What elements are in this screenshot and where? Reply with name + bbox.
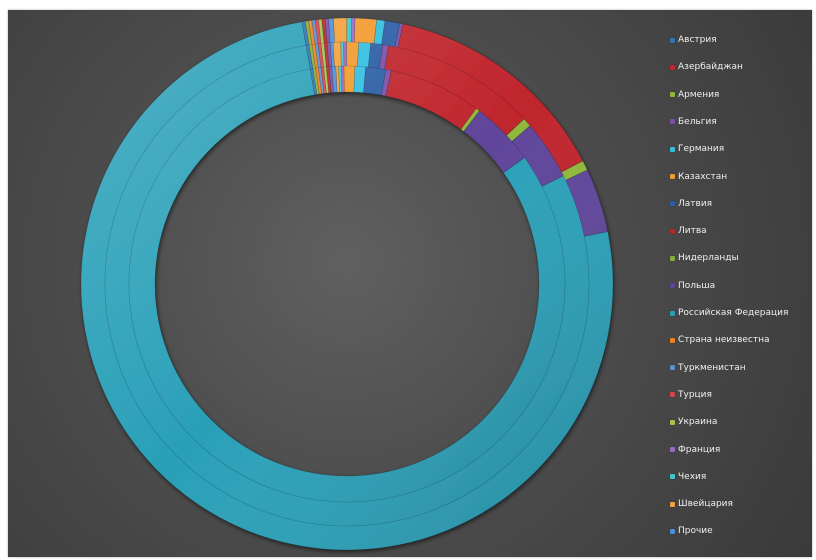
- legend-item[interactable]: Нидерланды: [670, 250, 739, 266]
- legend-swatch: [670, 474, 675, 480]
- legend-item[interactable]: Украина: [670, 414, 717, 430]
- legend-swatch: [670, 119, 675, 125]
- rings-layer: [80, 17, 614, 551]
- legend-item[interactable]: Российская Федерация: [670, 305, 788, 321]
- donut-slice[interactable]: [346, 17, 353, 45]
- donut-ring-3: [80, 17, 614, 551]
- legend-swatch: [670, 201, 675, 207]
- legend-swatch: [670, 174, 675, 179]
- legend-label: Армения: [678, 89, 720, 100]
- legend-label: Прочие: [678, 526, 713, 537]
- legend-swatch: [670, 528, 675, 534]
- legend-swatch: [670, 37, 675, 43]
- legend-item[interactable]: Латвия: [670, 196, 712, 212]
- legend-swatch: [670, 146, 675, 152]
- legend-item[interactable]: Страна неизвестна: [670, 332, 770, 348]
- legend-label: Нидерланды: [678, 253, 739, 264]
- legend-item[interactable]: Турция: [670, 387, 712, 403]
- legend-swatch: [670, 419, 675, 425]
- legend-label: Польша: [678, 280, 716, 291]
- legend-item[interactable]: Швейцария: [670, 496, 733, 512]
- legend-label: Австрия: [678, 35, 717, 45]
- legend-item[interactable]: Бельгия: [670, 114, 717, 130]
- legend-item[interactable]: Чехия: [670, 469, 706, 485]
- donut-ring-1: [128, 65, 566, 503]
- donut-slice[interactable]: [354, 17, 378, 46]
- donut-slice[interactable]: [346, 41, 360, 69]
- legend-label: Германия: [678, 144, 725, 155]
- donut-slice[interactable]: [332, 41, 342, 69]
- legend-label: Литва: [678, 226, 707, 237]
- legend-item[interactable]: Австрия: [670, 32, 717, 48]
- donut-slice[interactable]: [343, 41, 348, 69]
- donut-ring-2: [104, 41, 590, 527]
- legend-label: Туркменистан: [678, 362, 746, 373]
- legend-swatch: [670, 92, 675, 98]
- donut-chart: [80, 17, 614, 551]
- legend-swatch: [670, 365, 675, 371]
- legend-label: Латвия: [678, 198, 713, 209]
- legend-label: Страна неизвестна: [678, 335, 770, 346]
- legend-item[interactable]: Прочие: [670, 523, 713, 539]
- donut-slice[interactable]: [343, 65, 356, 93]
- legend-item[interactable]: Армения: [670, 87, 719, 103]
- legend-swatch: [670, 392, 675, 398]
- legend-item[interactable]: Азербайджан: [670, 59, 743, 75]
- legend-swatch: [670, 501, 675, 507]
- legend-label: Казахстан: [678, 171, 728, 182]
- legend-item[interactable]: Германия: [670, 141, 724, 157]
- legend-label: Турция: [678, 389, 712, 400]
- legend-swatch: [670, 310, 675, 316]
- donut-slice[interactable]: [333, 17, 348, 45]
- legend-label: Бельгия: [678, 116, 717, 127]
- legend-item[interactable]: Казахстан: [670, 169, 727, 185]
- chart-area: Австрия Азербайджан Армения Бельгия Германия…: [8, 10, 812, 557]
- legend-label: Чехия: [678, 471, 707, 482]
- legend-swatch: [670, 283, 675, 289]
- legend-swatch: [670, 447, 675, 452]
- legend-item[interactable]: Франция: [670, 442, 720, 458]
- legend-label: Азербайджан: [678, 62, 743, 73]
- legend-swatch: [670, 337, 675, 343]
- legend-item[interactable]: Польша: [670, 278, 715, 294]
- legend-label: Франция: [678, 444, 721, 455]
- legend-swatch: [670, 228, 675, 234]
- legend-item[interactable]: Литва: [670, 223, 707, 239]
- legend-swatch: [670, 255, 675, 261]
- legend-label: Швейцария: [678, 499, 733, 510]
- legend-item[interactable]: Туркменистан: [670, 360, 746, 376]
- legend-swatch: [670, 64, 675, 70]
- legend-label: Украина: [678, 417, 718, 428]
- legend-label: Российская Федерация: [678, 308, 789, 318]
- legend: Австрия Азербайджан Армения Бельгия Германия…: [670, 32, 808, 552]
